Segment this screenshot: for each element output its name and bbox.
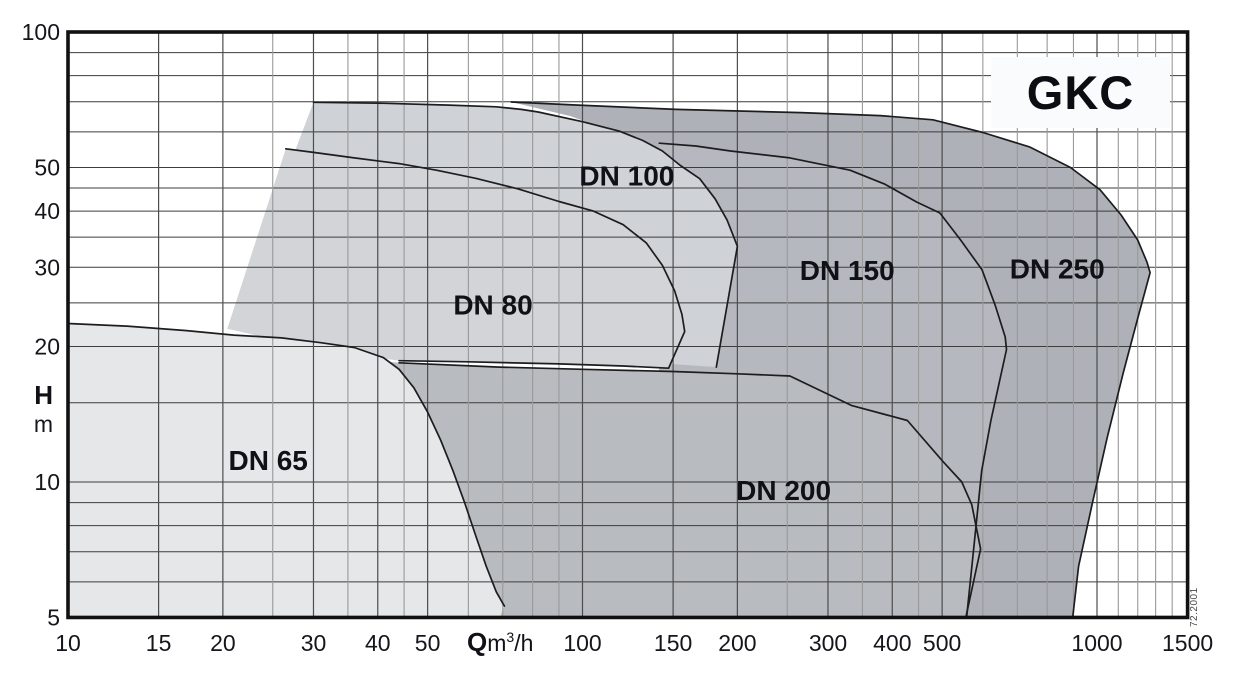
region-outline-dn-200 [398,361,982,619]
x-tick-label: 30 [301,630,327,656]
x-tick-label: 40 [365,630,391,656]
region-label-dn-250: DN 250 [1010,254,1105,285]
document-stamp: 72.2001 [1189,587,1200,627]
region-outlines [67,101,1151,619]
y-tick-label: 20 [34,334,60,360]
plot-border [66,30,1190,620]
x-tick-label: 400 [873,630,911,656]
axis-ticks: 10 15 20 30 40 50 100 150 200 300 400 500 1000 150051… [22,19,1214,656]
grid [68,32,1188,618]
x-axis-title: Qm3/h [467,627,533,657]
x-tick-label: 50 [415,630,441,656]
series-badge: GKC [991,57,1170,128]
y-tick-label: 30 [34,254,60,280]
y-tick-label: 5 [47,605,60,631]
x-tick-label: 150 [654,630,692,656]
x-tick-label: 10 [55,630,81,656]
region-label-dn-100: DN 100 [579,160,674,191]
region-label-dn-65: DN 65 [229,445,308,476]
region-outline-dn-250 [510,101,1151,619]
x-tick-label: 100 [563,630,601,656]
region-label-dn-200: DN 200 [736,475,831,506]
region-outline-dn-65 [67,322,506,607]
y-tick-label: 10 [34,469,60,495]
x-tick-label: 500 [923,630,961,656]
y-axis-title: H [34,380,53,410]
region-label-dn-150: DN 150 [800,255,895,286]
x-tick-label: 1000 [1071,630,1122,656]
region-dn-80 [227,148,685,369]
x-tick-label: 1500 [1162,630,1213,656]
region-outline-dn-150 [658,142,1008,619]
region-labels: DN 250 DN 150 DN 200 DN 100 DN 80 DN 65 [229,160,1105,506]
region-outline-dn-100 [312,101,739,368]
region-dn-200 [349,357,981,618]
y-tick-label: 50 [34,155,60,181]
x-tick-label: 20 [210,630,236,656]
y-tick-label: 40 [34,198,60,224]
x-tick-label: 300 [809,630,847,656]
x-tick-label: 200 [718,630,756,656]
region-outline-dn-80 [284,147,686,370]
y-tick-label: 100 [22,19,60,45]
region-dn-65 [68,323,505,618]
region-label-dn-80: DN 80 [453,290,532,321]
x-tick-label: 15 [146,630,172,656]
y-axis-unit: m [34,411,53,437]
